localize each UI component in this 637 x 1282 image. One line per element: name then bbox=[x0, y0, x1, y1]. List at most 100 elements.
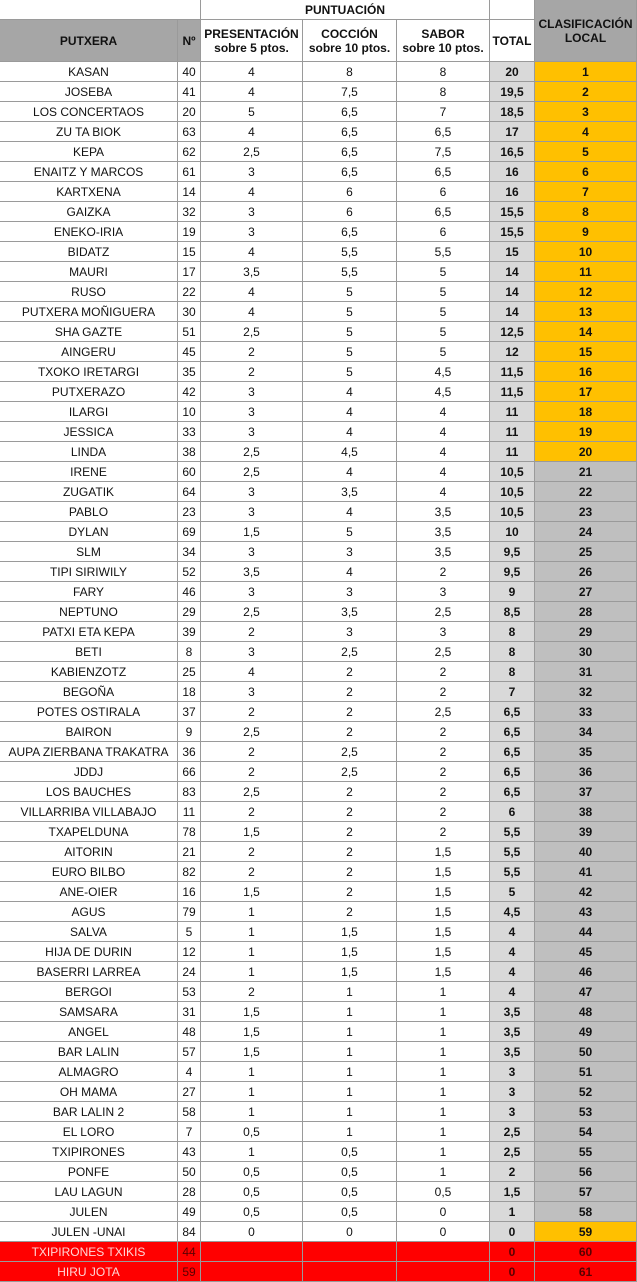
cooking-cell: 6,5 bbox=[303, 162, 397, 182]
name-cell: LOS CONCERTAOS bbox=[0, 102, 178, 122]
cell-text: 22 bbox=[182, 284, 196, 299]
rank-cell: 20 bbox=[535, 442, 637, 462]
presentation-cell: 2,5 bbox=[201, 142, 303, 162]
cell-text: 17 bbox=[578, 384, 593, 399]
name-cell: AITORIN bbox=[0, 842, 178, 862]
cooking-cell: 3,5 bbox=[303, 602, 397, 622]
rank-cell: 25 bbox=[535, 542, 637, 562]
cell-text: 0 bbox=[508, 1264, 516, 1279]
cell-text: 2 bbox=[346, 784, 353, 799]
number-cell: 42 bbox=[178, 382, 201, 402]
rank-cell: 22 bbox=[535, 482, 637, 502]
cell-text: 7 bbox=[582, 184, 589, 199]
cell-text: 4,5 bbox=[341, 444, 358, 459]
cell-text: 2 bbox=[248, 984, 255, 999]
number-cell: 33 bbox=[178, 422, 201, 442]
cell-text: 31 bbox=[182, 1004, 196, 1019]
header-text: sobre 10 ptos. bbox=[308, 40, 391, 55]
cell-text: ALMAGRO bbox=[58, 1064, 119, 1079]
cell-text: 1,5 bbox=[434, 924, 452, 939]
cell-text: 4,5 bbox=[434, 364, 452, 379]
rank-cell: 2 bbox=[535, 82, 637, 102]
flavor-cell: 6 bbox=[397, 222, 490, 242]
flavor-cell: 1,5 bbox=[397, 902, 490, 922]
rank-cell: 36 bbox=[535, 762, 637, 782]
cooking-cell: 4 bbox=[303, 502, 397, 522]
cooking-cell: 6 bbox=[303, 182, 397, 202]
number-cell: 69 bbox=[178, 522, 201, 542]
cell-text: 2 bbox=[248, 764, 255, 779]
cell-text: 6,5 bbox=[341, 104, 358, 119]
cell-text: 5 bbox=[439, 304, 447, 319]
cell-text: 0,5 bbox=[341, 1164, 358, 1179]
cell-text: 58 bbox=[578, 1204, 593, 1219]
cell-text: 3 bbox=[248, 164, 255, 179]
cell-text: 41 bbox=[182, 84, 196, 99]
cell-text: 8,5 bbox=[503, 604, 521, 619]
cell-text: 1 bbox=[439, 1144, 447, 1159]
cell-text: 16 bbox=[505, 184, 519, 199]
cell-text: POTES OSTIRALA bbox=[36, 704, 141, 719]
rank-cell: 31 bbox=[535, 662, 637, 682]
presentation-cell: 3 bbox=[201, 642, 303, 662]
rank-cell: 28 bbox=[535, 602, 637, 622]
cell-text: 3 bbox=[346, 584, 353, 599]
number-cell: 53 bbox=[178, 982, 201, 1002]
flavor-cell: 0,5 bbox=[397, 1182, 490, 1202]
cell-text: 6 bbox=[439, 184, 447, 199]
cell-text: 5 bbox=[439, 264, 447, 279]
cell-text: 2,5 bbox=[243, 604, 260, 619]
cell-text: GAIZKA bbox=[66, 204, 111, 219]
name-cell: AGUS bbox=[0, 902, 178, 922]
presentation-cell: 0,5 bbox=[201, 1202, 303, 1222]
cell-text: 3 bbox=[248, 644, 255, 659]
cell-text: 53 bbox=[578, 1104, 593, 1119]
cell-text: PABLO bbox=[68, 504, 109, 519]
number-cell: 16 bbox=[178, 882, 201, 902]
cooking-cell: 2 bbox=[303, 662, 397, 682]
cell-text: 6,5 bbox=[341, 224, 358, 239]
total-cell: 4 bbox=[490, 982, 535, 1002]
cell-text: 6,5 bbox=[341, 164, 358, 179]
cooking-cell: 1,5 bbox=[303, 962, 397, 982]
cell-text: 5,5 bbox=[503, 864, 521, 879]
flavor-cell: 2 bbox=[397, 782, 490, 802]
cell-text: 6,5 bbox=[434, 204, 452, 219]
cell-text: 0 bbox=[439, 1204, 447, 1219]
cell-text: EURO BILBO bbox=[51, 864, 126, 879]
number-cell: 8 bbox=[178, 642, 201, 662]
presentation-cell: 3 bbox=[201, 422, 303, 442]
presentation-cell: 3 bbox=[201, 402, 303, 422]
total-cell: 11,5 bbox=[490, 362, 535, 382]
cooking-cell: 2 bbox=[303, 902, 397, 922]
rank-cell: 40 bbox=[535, 842, 637, 862]
total-cell: 5,5 bbox=[490, 842, 535, 862]
presentation-cell: 4 bbox=[201, 242, 303, 262]
rank-cell: 23 bbox=[535, 502, 637, 522]
name-cell: BAR LALIN bbox=[0, 1042, 178, 1062]
number-cell: 7 bbox=[178, 1122, 201, 1142]
flavor-cell: 2,5 bbox=[397, 602, 490, 622]
cell-text: 1 bbox=[346, 1064, 353, 1079]
presentation-cell: 2,5 bbox=[201, 462, 303, 482]
number-cell: 44 bbox=[178, 1242, 201, 1262]
presentation-cell: 2 bbox=[201, 342, 303, 362]
presentation-cell: 3 bbox=[201, 222, 303, 242]
rank-cell: 4 bbox=[535, 122, 637, 142]
flavor-cell: 4 bbox=[397, 422, 490, 442]
cell-text: 4 bbox=[248, 64, 255, 79]
header-text: TOTAL bbox=[492, 33, 532, 48]
cell-text: 4 bbox=[346, 424, 353, 439]
cooking-cell bbox=[303, 1262, 397, 1282]
cell-text: 9 bbox=[185, 724, 193, 739]
cell-text: 1 bbox=[346, 1024, 353, 1039]
cell-text: 5,5 bbox=[341, 244, 358, 259]
total-cell: 3,5 bbox=[490, 1002, 535, 1022]
column-header: SABOR sobre 10 ptos. bbox=[397, 20, 490, 62]
cell-text: 2 bbox=[346, 664, 353, 679]
cell-text: 83 bbox=[182, 784, 196, 799]
cell-text: 8 bbox=[439, 64, 447, 79]
total-cell: 10,5 bbox=[490, 482, 535, 502]
rank-cell: 18 bbox=[535, 402, 637, 422]
cell-text: 5 bbox=[346, 304, 353, 319]
